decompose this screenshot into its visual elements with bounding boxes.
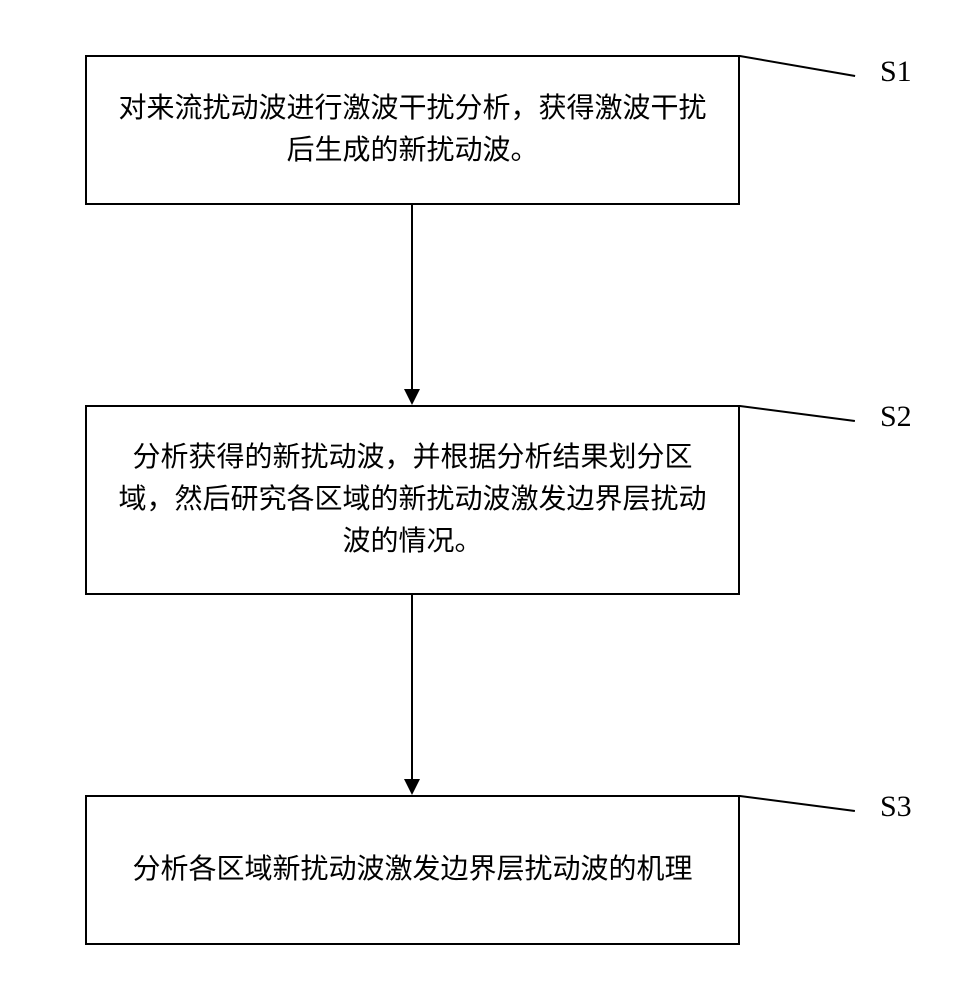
flowchart-canvas: 对来流扰动波进行激波干扰分析，获得激波干扰后生成的新扰动波。 S1 分析获得的新扰动… — [0, 0, 978, 1000]
flow-arrow — [411, 595, 413, 781]
flow-node-label-s2: S2 — [880, 400, 912, 434]
flow-node-s1: 对来流扰动波进行激波干扰分析，获得激波干扰后生成的新扰动波。 — [85, 55, 740, 205]
flow-arrow — [411, 205, 413, 391]
label-connector — [740, 405, 855, 422]
label-connector — [740, 55, 855, 77]
flow-node-s2: 分析获得的新扰动波，并根据分析结果划分区域，然后研究各区域的新扰动波激发边界层扰… — [85, 405, 740, 595]
arrow-head-icon — [404, 779, 420, 795]
flow-node-text: 分析各区域新扰动波激发边界层扰动波的机理 — [132, 849, 692, 891]
flow-node-text: 对来流扰动波进行激波干扰分析，获得激波干扰后生成的新扰动波。 — [111, 88, 714, 172]
flow-node-s3: 分析各区域新扰动波激发边界层扰动波的机理 — [85, 795, 740, 945]
flow-node-text: 分析获得的新扰动波，并根据分析结果划分区域，然后研究各区域的新扰动波激发边界层扰… — [111, 437, 714, 563]
flow-node-label-s3: S3 — [880, 790, 912, 824]
flow-node-label-s1: S1 — [880, 55, 912, 89]
arrow-head-icon — [404, 389, 420, 405]
label-connector — [740, 795, 855, 812]
